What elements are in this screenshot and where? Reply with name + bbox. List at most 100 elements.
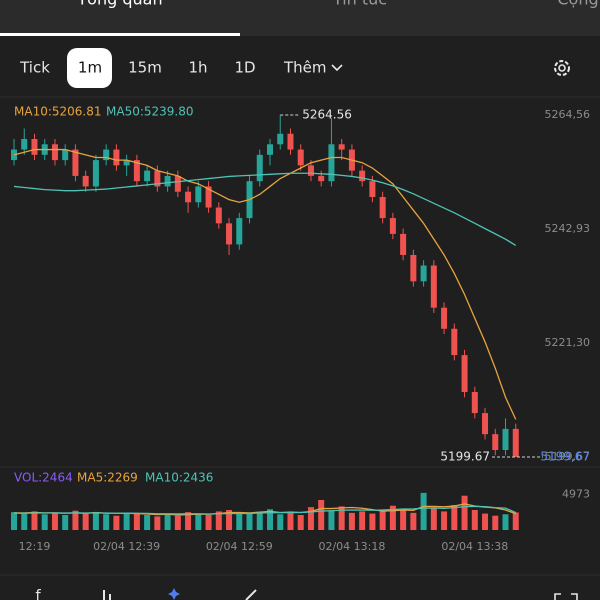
candle-body [369,181,376,197]
active-timeframe-bg [67,48,112,88]
volume-bar [226,510,233,530]
formula-icon[interactable]: f [35,587,41,600]
candle-body [154,170,161,187]
vol-tick-label: 4973 [562,487,590,500]
legend-entry: MA5:2269 [77,471,138,485]
bottom-toolbar: f [35,587,578,600]
volume-bar [256,512,263,530]
volume-bar [451,505,458,530]
candle-body [164,175,171,187]
volume-bar [236,512,243,530]
candle-body [174,175,181,192]
volume-bar [400,509,407,530]
volume-bar [420,492,427,530]
candle-body [113,149,120,166]
volume-bar [92,512,99,530]
volume-bar [205,515,212,530]
candle-body [379,196,386,219]
volume-bar [246,513,253,530]
timeframe[interactable]: 1D [234,59,255,77]
timeframe[interactable]: 1h [188,59,207,77]
candle-body [133,160,140,182]
vol-ma-line [14,505,517,515]
volume-bar [113,515,120,530]
dropdown-icon [331,64,343,72]
volume-bar [164,514,171,530]
tab[interactable]: Tổng quan [76,0,162,9]
volume-bar [287,511,294,530]
volume-bar [267,509,273,530]
draw-icon[interactable] [245,589,257,600]
y-tick-label: 5242,93 [545,222,591,235]
candle-body [195,186,202,203]
volume-bar [51,512,58,530]
tab[interactable]: Cộng [557,0,598,9]
y-tick-label: 5264,56 [545,108,591,121]
volume-bar [471,510,478,530]
candle-body [185,191,192,203]
candle-body [226,223,233,245]
x-tick-label: 02/04 13:38 [441,540,508,553]
candle-body [123,160,130,166]
ma-line [13,148,517,420]
volume-bar [72,510,79,530]
legend-entry: MA10:5206.81 [14,105,102,119]
y-tick-label: 5199,67 [545,450,591,463]
volume-bar [441,511,448,530]
x-tick-label: 02/04 13:18 [318,540,385,553]
volume-bar [123,512,130,530]
candle-body [103,149,110,161]
ma-line [13,172,517,247]
candle-body [144,170,151,182]
settings-icon[interactable] [554,60,570,76]
volume-bar [174,515,181,530]
tab[interactable]: Tin tức [332,0,387,9]
volume-bar [195,513,202,530]
candle-body [502,428,509,450]
candle-body [267,144,273,155]
volume-bar [277,514,284,530]
candle-body [51,144,58,161]
volume-bar [133,513,140,530]
candle-body [441,307,448,329]
candle-body [328,144,335,182]
volume-bar [359,511,366,530]
volume-bar [144,515,151,530]
candle-body [307,165,314,176]
volume-bar [482,513,489,530]
candle-body [359,170,366,182]
candle-body [72,149,79,176]
legend-entry: VOL:2464 [14,471,73,485]
candle-body [461,355,468,393]
indicator-icon[interactable] [103,590,111,600]
more-button[interactable]: Thêm [283,59,327,77]
candle-body [21,139,28,150]
volume-bar [379,510,386,530]
volume-bar [430,507,437,530]
candle-body [236,218,243,245]
timeframe[interactable]: Tick [19,59,50,77]
candle-body [82,175,89,187]
candle-body [410,254,417,282]
volume-bar [82,513,89,530]
ai-icon[interactable] [168,588,180,600]
candle-body [297,149,304,166]
timeframe[interactable]: 15m [128,59,162,77]
volume-bar [502,514,509,530]
x-tick-label: 12:19 [19,540,51,553]
volume-bar [410,512,417,530]
volume-bar [41,514,48,530]
volume-bar [297,515,304,530]
volume-bar [348,512,355,530]
candle-body [430,265,437,308]
fullscreen-icon[interactable] [554,593,578,600]
last-price-right: 5199,67 [540,449,590,463]
timeframe[interactable]: 1m [78,59,102,77]
candle-body [287,133,294,150]
candle-body [420,265,427,282]
volume-bar [461,495,468,530]
candle-body [482,413,489,435]
volume-bar [338,506,345,530]
